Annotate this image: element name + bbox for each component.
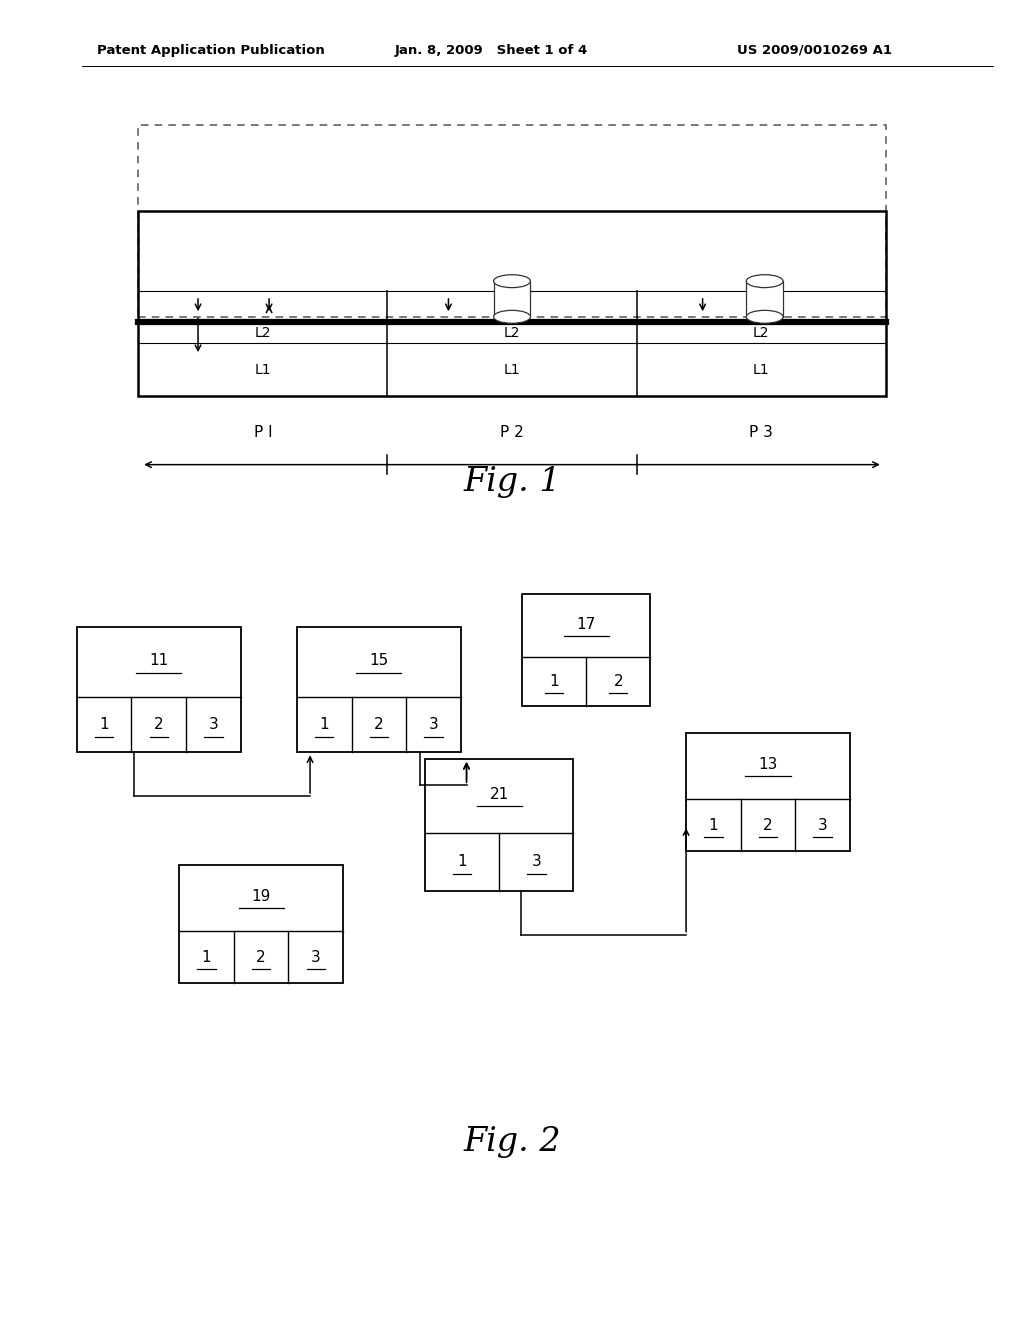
Text: 1: 1 <box>458 854 467 870</box>
Bar <box>494 281 530 317</box>
Text: L1: L1 <box>255 363 271 376</box>
Text: L2: L2 <box>255 326 271 339</box>
Text: 2: 2 <box>763 818 773 833</box>
Text: Fig. 2: Fig. 2 <box>463 1126 561 1158</box>
Ellipse shape <box>746 275 783 288</box>
Text: 2: 2 <box>374 717 384 733</box>
Text: 3: 3 <box>311 950 321 965</box>
Ellipse shape <box>494 310 530 323</box>
Text: 1: 1 <box>550 675 559 689</box>
Text: P 2: P 2 <box>500 425 524 440</box>
Text: 2: 2 <box>613 675 623 689</box>
Ellipse shape <box>494 275 530 288</box>
Ellipse shape <box>746 310 783 323</box>
Text: 2: 2 <box>256 950 266 965</box>
Bar <box>179 865 343 983</box>
Text: 1: 1 <box>99 717 109 733</box>
Text: 19: 19 <box>252 890 270 904</box>
Text: P I: P I <box>254 425 272 440</box>
Text: L1: L1 <box>504 363 520 376</box>
Text: 17: 17 <box>577 616 596 632</box>
Text: 13: 13 <box>759 758 777 772</box>
Text: Patent Application Publication: Patent Application Publication <box>97 44 325 57</box>
Bar <box>522 594 650 706</box>
Bar <box>425 759 573 891</box>
Bar <box>138 125 886 317</box>
Text: 3: 3 <box>209 717 218 733</box>
Text: P 3: P 3 <box>750 425 773 440</box>
Text: 1: 1 <box>709 818 718 833</box>
Text: US 2009/0010269 A1: US 2009/0010269 A1 <box>737 44 892 57</box>
Text: 21: 21 <box>489 787 509 803</box>
Bar <box>297 627 461 752</box>
Text: 15: 15 <box>370 653 388 668</box>
Bar <box>77 627 241 752</box>
Bar <box>138 211 886 396</box>
Text: Fig. 1: Fig. 1 <box>463 466 561 498</box>
Text: 3: 3 <box>818 818 827 833</box>
Text: 2: 2 <box>154 717 164 733</box>
Text: 1: 1 <box>202 950 211 965</box>
Text: L2: L2 <box>753 326 769 339</box>
Text: L2: L2 <box>504 326 520 339</box>
Text: 3: 3 <box>429 717 438 733</box>
Text: L1: L1 <box>753 363 769 376</box>
Text: 11: 11 <box>150 653 168 668</box>
Text: Jan. 8, 2009   Sheet 1 of 4: Jan. 8, 2009 Sheet 1 of 4 <box>394 44 588 57</box>
Text: 1: 1 <box>319 717 329 733</box>
Text: 3: 3 <box>531 854 542 870</box>
Bar <box>686 733 850 851</box>
Bar <box>746 281 783 317</box>
